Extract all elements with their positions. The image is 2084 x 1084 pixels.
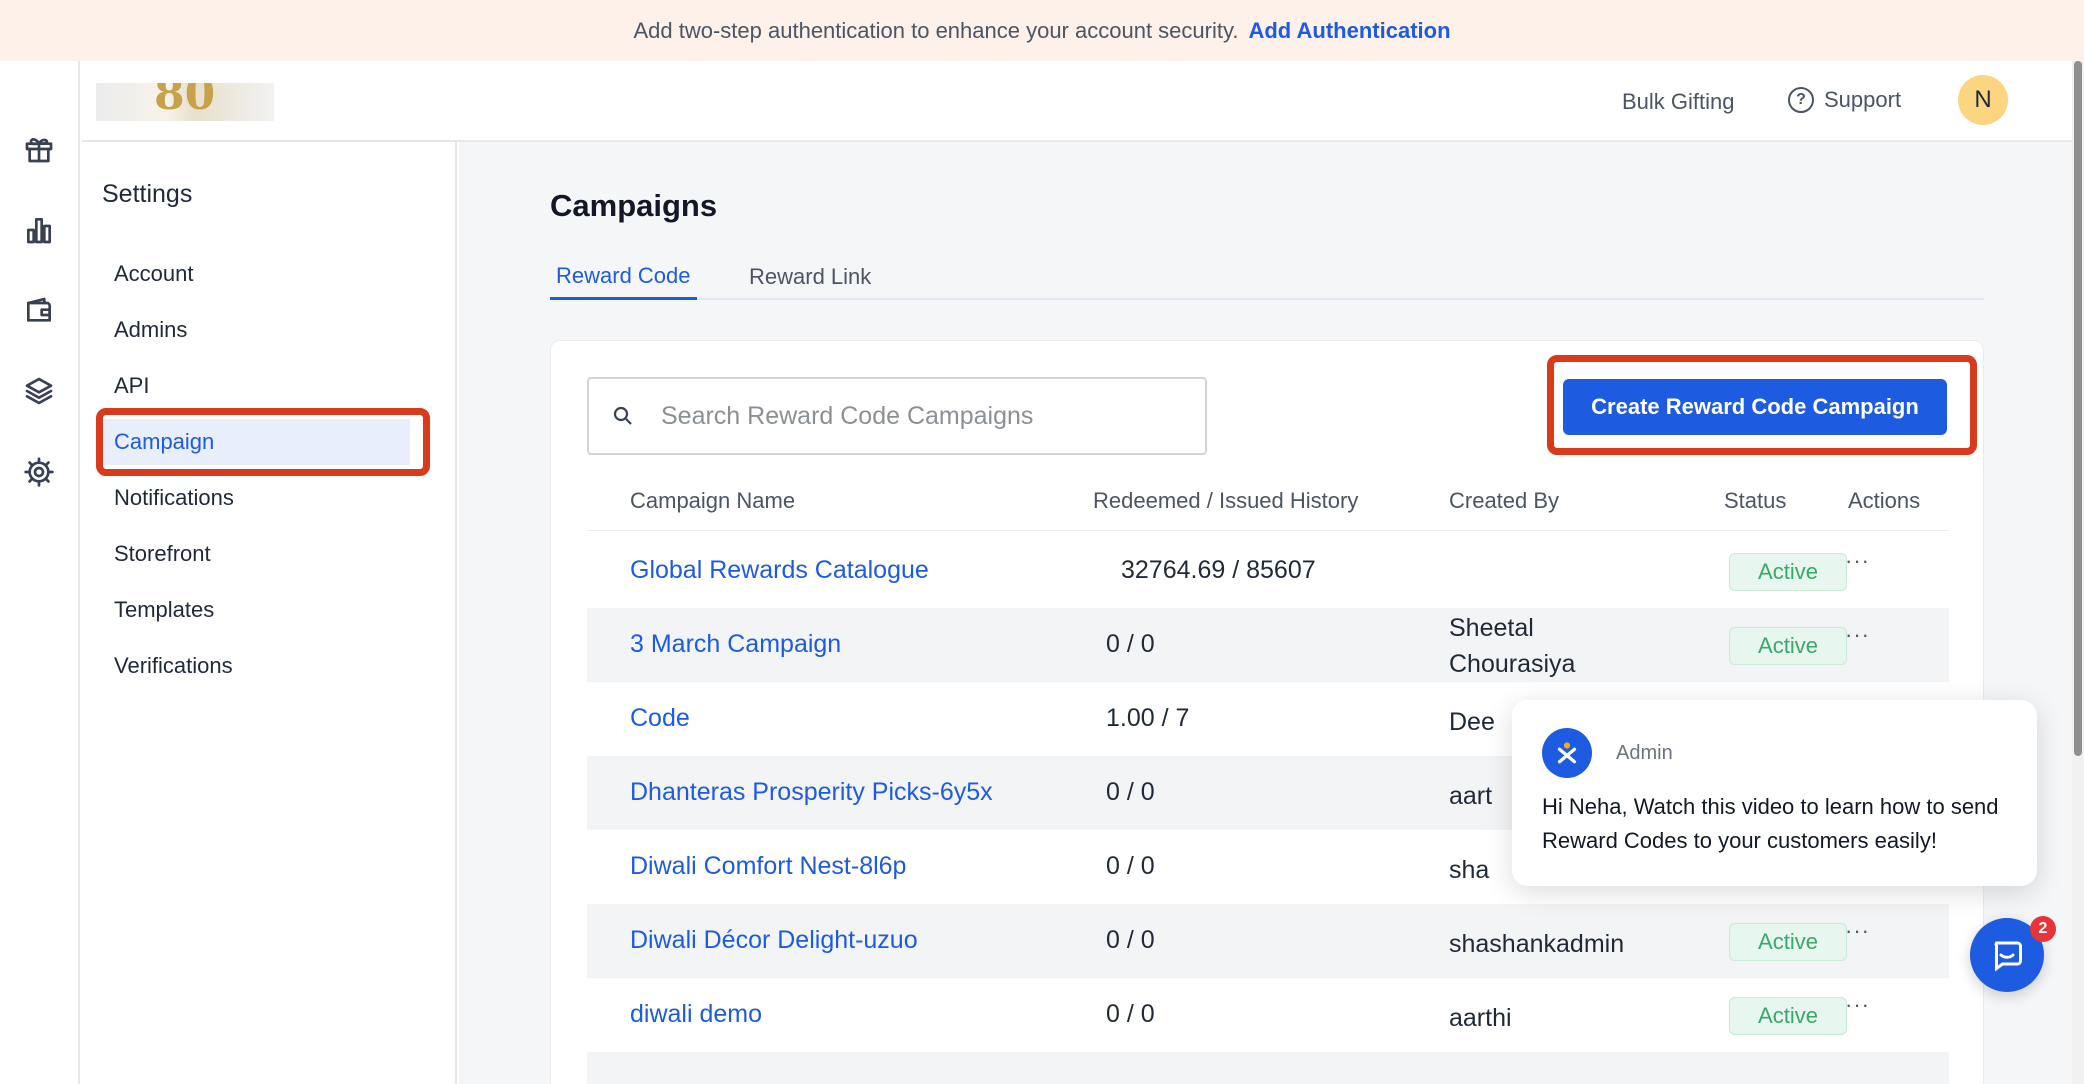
sidebar-item-verifications[interactable]: Verifications [114,653,233,678]
create-reward-code-campaign-button[interactable]: Create Reward Code Campaign [1563,379,1947,435]
campaign-name-link[interactable]: Global Rewards Catalogue [630,556,929,584]
created-by-value: shashankadmin [1449,930,1625,958]
created-by-value: aart [1449,782,1493,810]
bulk-gifting-link[interactable]: Bulk Gifting [1622,89,1735,114]
column-header-created-by[interactable]: Created By [1449,488,1560,513]
sidebar-item-storefront[interactable]: Storefront [114,541,211,566]
sidebar-item-admins[interactable]: Admins [114,317,188,342]
table-row[interactable]: Code 1.00 / 7 Dee [587,682,1949,756]
table-row[interactable] [587,1052,1949,1084]
avatar[interactable]: N [1958,75,2008,125]
history-value: 1.00 / 7 [1106,704,1190,732]
chat-brand-icon [1542,728,1592,778]
chat-message-popup[interactable]: Admin Hi Neha, Watch this video to learn… [1512,700,2037,886]
search-input[interactable] [661,401,1181,431]
search-icon [613,406,632,425]
chat-brand-glyph [1557,742,1577,764]
sidebar-item-api[interactable]: API [114,373,150,398]
table-row[interactable]: Diwali Décor Delight-uzuo 0 / 0 shashank… [587,904,1949,978]
column-header-actions: Actions [1848,488,1921,513]
chat-icon [1994,941,2022,972]
history-value: 0 / 0 [1106,778,1155,806]
create-button-highlight-box [1547,355,1977,455]
sidebar-item-account[interactable]: Account [114,261,194,286]
campaign-name-link[interactable]: Dhanteras Prosperity Picks-6y5x [630,778,993,806]
wallet-icon[interactable] [20,292,58,330]
campaign-tabs: Reward Code Reward Link [550,254,1984,300]
chat-message-text: Hi Neha, Watch this video to learn how t… [1542,794,1999,853]
logo-text: 80 [154,83,216,120]
more-actions-icon[interactable]: ··· [1845,548,1870,573]
created-by-value: Dee [1449,708,1495,736]
security-banner: Add two-step authentication to enhance y… [0,0,2084,61]
campaign-highlight-box [96,408,430,476]
banner-text: Add two-step authentication to enhance y… [633,17,1239,43]
sidebar-item-notifications[interactable]: Notifications [114,485,234,510]
campaign-name-link[interactable]: Diwali Comfort Nest-8l6p [630,852,907,880]
support-link[interactable]: ? Support [1788,87,1901,113]
history-value: 0 / 0 [1106,852,1155,880]
more-actions-icon[interactable]: ··· [1845,622,1870,647]
unread-count-badge: 2 [2030,916,2056,942]
main-content: Campaigns Reward Code Reward Link Create… [459,142,2072,1084]
created-by-value: aarthi [1449,1004,1512,1032]
history-value: 0 / 0 [1106,630,1155,658]
table-row[interactable]: diwali demo 0 / 0 aarthi Active ··· [587,978,1949,1052]
history-value: 0 / 0 [1106,926,1155,954]
top-header: 80 Bulk Gifting ? Support N [82,61,2072,142]
tab-reward-code[interactable]: Reward Code [550,254,697,300]
created-by-value: Sheetal Chourasiya [1449,614,1576,678]
more-actions-icon[interactable]: ··· [1845,918,1870,943]
chat-sender: Admin [1616,742,1673,764]
company-logo[interactable]: 80 [96,83,274,121]
history-value: 0 / 0 [1106,1000,1155,1028]
campaign-name-link[interactable]: Diwali Décor Delight-uzuo [630,926,918,954]
sidebar-item-campaign[interactable]: Campaign [96,419,410,465]
settings-title: Settings [102,180,193,208]
scrollbar-thumb[interactable] [2074,61,2082,756]
campaign-name-link[interactable]: diwali demo [630,1000,763,1028]
column-header-status[interactable]: Status [1724,488,1787,513]
table-row[interactable]: 3 March Campaign 0 / 0 Sheetal Chourasiy… [587,608,1949,682]
add-authentication-link[interactable]: Add Authentication [1248,17,1451,43]
campaign-name-link[interactable]: Code [630,704,690,732]
bar-chart-icon[interactable] [20,211,58,249]
history-value: 32764.69 / 85607 [1121,556,1316,584]
page-title: Campaigns [550,188,718,223]
status-badge: Active [1729,627,1847,665]
help-circle-icon: ? [1788,87,1814,113]
table-row[interactable]: Diwali Comfort Nest-8l6p 0 / 0 sha [587,830,1949,904]
status-badge: Active [1729,553,1847,591]
status-badge: Active [1729,997,1847,1035]
sidebar-item-templates[interactable]: Templates [114,597,215,622]
campaign-name-link[interactable]: 3 March Campaign [630,630,842,658]
support-label: Support [1824,87,1902,112]
tab-reward-link[interactable]: Reward Link [749,264,872,289]
column-header-history[interactable]: Redeemed / Issued History [1093,488,1359,513]
table-header: Campaign Name Redeemed / Issued History … [587,465,1949,531]
icon-rail [0,61,80,1084]
gift-icon[interactable] [20,130,58,168]
search-box[interactable] [587,377,1207,455]
gear-icon[interactable] [20,453,58,491]
more-actions-icon[interactable]: ··· [1845,992,1870,1017]
status-badge: Active [1729,923,1847,961]
created-by-value: sha [1449,856,1490,884]
table-row[interactable]: Global Rewards Catalogue 32764.69 / 8560… [587,534,1949,608]
column-header-campaign-name[interactable]: Campaign Name [630,488,796,513]
settings-sidebar: Settings Account Admins API Campaign Not… [82,142,457,1084]
layers-icon[interactable] [20,372,58,410]
